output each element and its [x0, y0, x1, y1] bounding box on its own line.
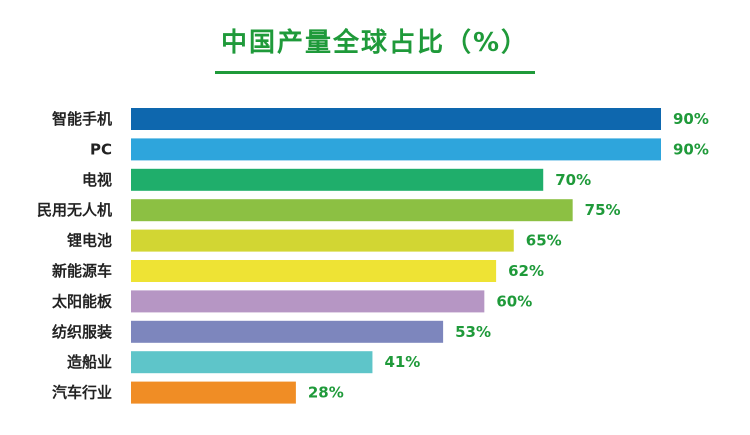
category-label: 智能手机 — [52, 110, 112, 128]
value-label: 90% — [673, 140, 709, 158]
bar — [131, 108, 661, 130]
value-label: 53% — [455, 323, 491, 341]
category-label: 纺织服装 — [52, 323, 113, 341]
value-label: 75% — [585, 201, 621, 219]
value-label: 70% — [555, 171, 591, 189]
category-label: 汽车行业 — [52, 384, 112, 402]
category-label: 民用无人机 — [37, 201, 112, 219]
category-label: 造船业 — [67, 353, 112, 371]
category-label: 锂电池 — [67, 232, 112, 250]
bar — [131, 138, 661, 161]
chart-title-wrap: 中国产量全球占比（%） — [0, 22, 750, 74]
bar — [131, 199, 573, 222]
category-label: 新能源车 — [52, 262, 112, 280]
value-label: 62% — [508, 262, 544, 280]
value-label: 28% — [308, 384, 344, 402]
category-label: 太阳能板 — [52, 292, 113, 310]
bar — [131, 168, 544, 191]
bar — [131, 351, 373, 374]
value-label: 90% — [673, 110, 709, 128]
category-label: 电视 — [82, 171, 112, 189]
category-label: PC — [90, 140, 112, 158]
value-label: 60% — [496, 292, 532, 310]
chart-title: 中国产量全球占比（%） — [214, 22, 536, 74]
bar — [131, 381, 296, 404]
bar — [131, 320, 444, 343]
value-label: 41% — [384, 353, 420, 371]
bar — [131, 290, 485, 313]
value-label: 65% — [526, 232, 562, 250]
bar — [131, 229, 514, 252]
bar — [131, 260, 497, 282]
